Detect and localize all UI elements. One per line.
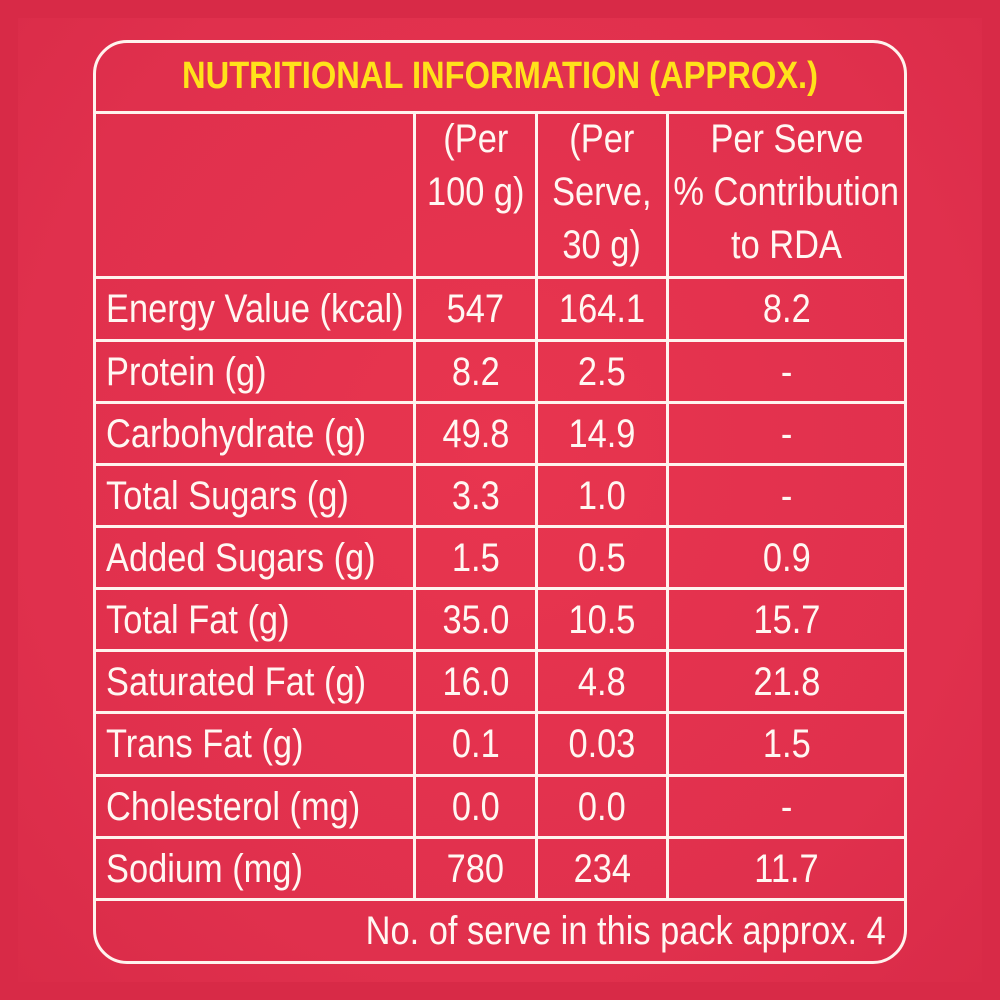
divider — [96, 649, 904, 652]
value-rda: - — [780, 473, 793, 518]
value-per-serve: 4.8 — [578, 659, 626, 704]
header-line: 100 g) — [426, 170, 525, 214]
value-per-100g: 1.5 — [451, 535, 500, 580]
nutrient-label: Total Fat (g) — [106, 597, 290, 642]
value-per-serve: 2.5 — [578, 349, 626, 394]
nutrition-table-panel: NUTRITIONAL INFORMATION (APPROX.) (Per 1… — [93, 40, 907, 964]
value-rda: - — [780, 411, 793, 456]
value-rda: - — [780, 349, 793, 394]
divider — [96, 525, 904, 528]
header-line: (Per — [442, 117, 508, 161]
value-per-serve: 14.9 — [568, 411, 636, 456]
value-rda: 0.9 — [762, 535, 811, 580]
header-line: (Per — [569, 117, 635, 161]
divider — [96, 463, 904, 466]
value-rda: 11.7 — [754, 846, 819, 891]
nutrient-label: Saturated Fat (g) — [106, 659, 367, 704]
header-line: % Contribution — [673, 170, 900, 214]
column-divider — [535, 111, 538, 901]
header-per-100g: (Per 100 g) — [416, 113, 535, 219]
value-per-serve: 0.03 — [568, 722, 636, 766]
value-per-100g: 16.0 — [442, 659, 509, 704]
header-line: Serve, — [552, 170, 652, 214]
header-line: 30 g) — [562, 223, 642, 267]
value-rda: 1.5 — [762, 722, 811, 766]
divider — [96, 898, 904, 901]
divider — [96, 774, 904, 777]
divider — [96, 836, 904, 839]
nutrient-label: Energy Value (kcal) — [106, 287, 404, 331]
header-line: to RDA — [731, 223, 842, 267]
nutrient-label: Total Sugars (g) — [106, 473, 349, 518]
nutrient-label: Trans Fat (g) — [106, 722, 304, 766]
value-rda: 8.2 — [762, 287, 811, 331]
value-per-serve: 164.1 — [558, 287, 646, 331]
divider — [96, 276, 904, 279]
nutrient-label: Cholesterol (mg) — [106, 784, 361, 829]
nutrient-label: Protein (g) — [106, 349, 267, 394]
nutrient-label: Added Sugars (g) — [106, 535, 376, 580]
serves-per-pack-note: No. of serve in this pack approx. 4 — [365, 909, 886, 953]
header-per-serve: (Per Serve, 30 g) — [538, 113, 666, 272]
value-per-serve: 1.0 — [578, 473, 626, 518]
value-per-100g: 49.8 — [442, 411, 509, 456]
nutrient-label: Sodium (mg) — [106, 846, 303, 891]
value-per-100g: 8.2 — [451, 349, 500, 394]
value-per-serve: 10.5 — [568, 597, 636, 642]
value-rda: - — [780, 784, 793, 829]
value-per-serve: 234 — [573, 846, 631, 891]
header-rda: Per Serve % Contribution to RDA — [669, 113, 904, 272]
value-per-100g: 3.3 — [451, 473, 500, 518]
column-divider — [413, 111, 416, 901]
value-per-100g: 780 — [446, 846, 505, 891]
value-per-100g: 0.0 — [451, 784, 500, 829]
divider — [96, 587, 904, 590]
value-rda: 15.7 — [753, 597, 820, 642]
value-per-serve: 0.0 — [578, 784, 626, 829]
value-per-100g: 35.0 — [442, 597, 509, 642]
value-per-serve: 0.5 — [578, 535, 626, 580]
value-per-100g: 547 — [446, 287, 505, 331]
divider — [96, 111, 904, 114]
column-divider — [666, 111, 669, 901]
divider — [96, 339, 904, 342]
nutrient-label: Carbohydrate (g) — [106, 411, 367, 456]
value-rda: 21.8 — [753, 659, 820, 704]
header-line: Per Serve — [710, 117, 863, 161]
divider — [96, 401, 904, 404]
table-title: NUTRITIONAL INFORMATION (APPROX.) — [181, 55, 819, 97]
divider — [96, 711, 904, 714]
value-per-100g: 0.1 — [451, 722, 500, 766]
